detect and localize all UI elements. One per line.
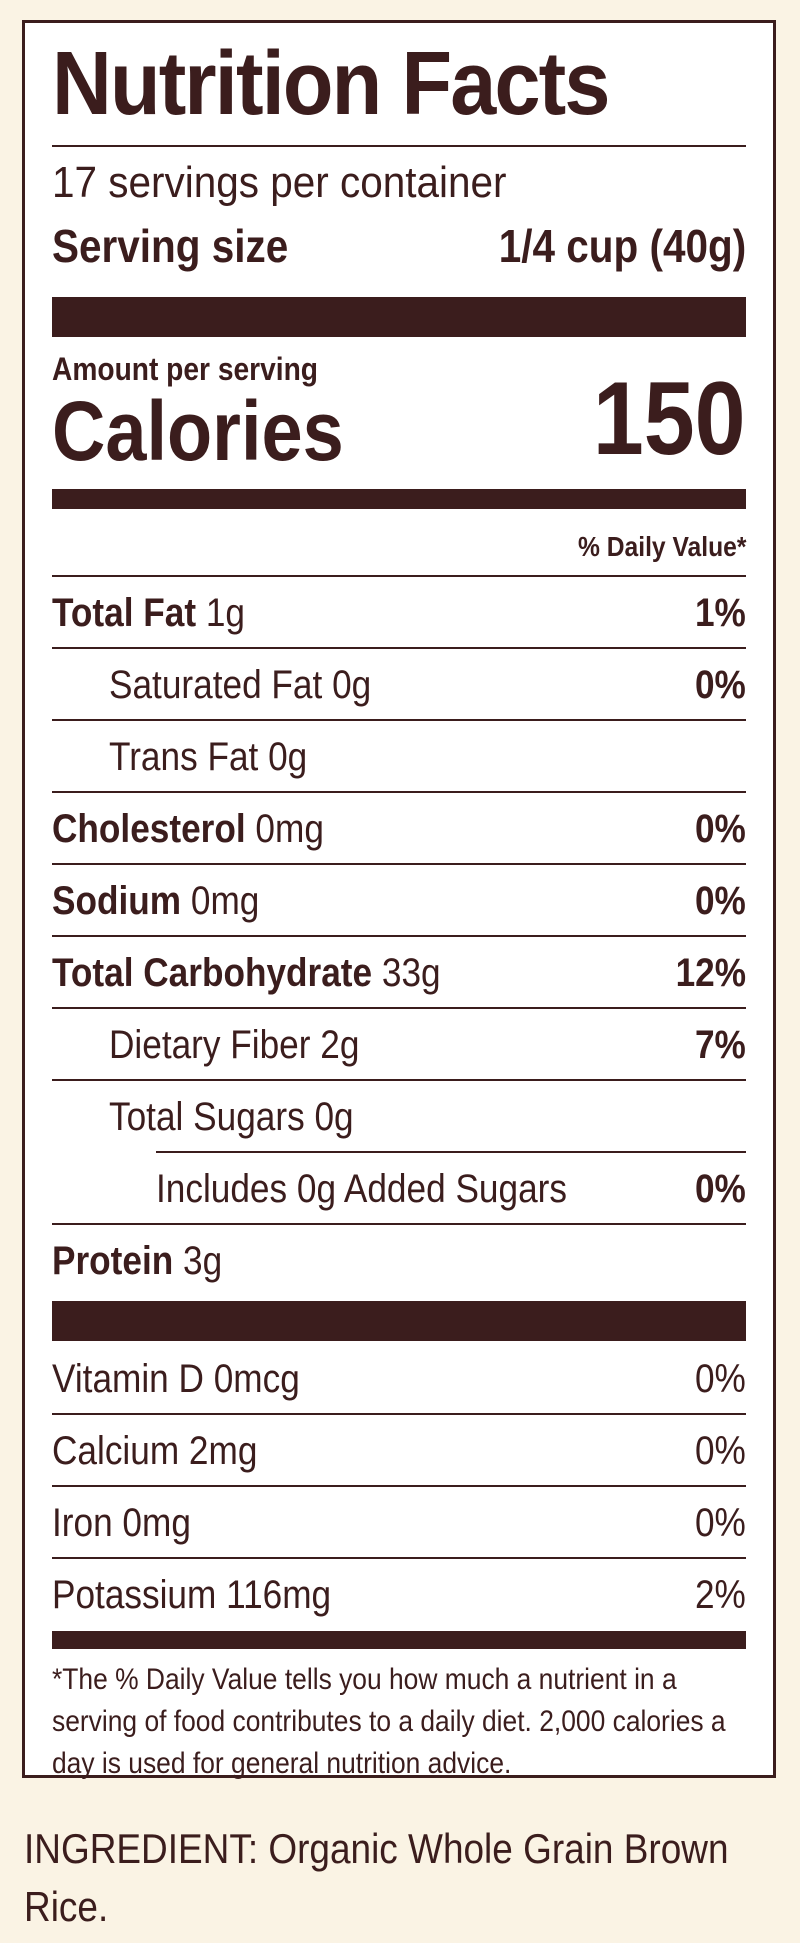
- nutrient-row-saturated-fat: Saturated Fat 0g 0%: [52, 649, 746, 721]
- thick-divider-serving: [52, 297, 746, 337]
- row-divider: [52, 1413, 746, 1415]
- daily-value-header: % Daily Value*: [577, 531, 746, 562]
- nutrition-facts-panel: Nutrition Facts 17 servings per containe…: [22, 20, 776, 1780]
- vitamin-name: Vitamin D 0mcg: [52, 1357, 300, 1401]
- nutrient-name: Total Sugars: [109, 1095, 305, 1139]
- ingredient-statement: INGREDIENT: Organic Whole Grain Brown Ri…: [24, 1825, 729, 1930]
- nutrient-row-cholesterol: Cholesterol 0mg 0%: [52, 793, 746, 865]
- nutrient-amount: 33g: [381, 951, 441, 995]
- vitamin-dv: 0%: [695, 1429, 746, 1473]
- nutrient-amount: 1g: [205, 591, 246, 635]
- daily-value-footnote: *The % Daily Value tells you how much a …: [52, 1663, 726, 1780]
- row-divider: [52, 791, 746, 793]
- nutrient-row-total-sugars: Total Sugars 0g: [52, 1081, 746, 1153]
- nutrient-row-trans-fat: Trans Fat 0g: [52, 721, 746, 793]
- nutrient-dv: 0%: [695, 663, 746, 707]
- vitamin-dv: 0%: [695, 1501, 746, 1545]
- nutrient-amount: 0mg: [255, 807, 324, 851]
- vitamin-name: Iron 0mg: [52, 1501, 191, 1545]
- vitamin-row-calcium: Calcium 2mg 0%: [52, 1415, 746, 1487]
- nutrient-dv: 1%: [695, 591, 746, 635]
- daily-value-divider: [52, 575, 746, 577]
- nutrient-amount: 0g: [314, 1095, 354, 1139]
- nutrient-amount: 0g: [268, 735, 308, 779]
- amount-per-serving: Amount per serving: [52, 351, 318, 387]
- nutrient-amount: 0g: [332, 663, 372, 707]
- row-divider: [52, 1485, 746, 1487]
- nutrient-name: Includes 0g Added Sugars: [156, 1167, 567, 1211]
- vitamin-row-vitamin-d: Vitamin D 0mcg 0%: [52, 1343, 746, 1415]
- vitamin-row-potassium: Potassium 116mg 2%: [52, 1559, 746, 1631]
- title-divider: [52, 145, 746, 147]
- nutrient-name: Trans Fat: [109, 735, 259, 779]
- nutrient-row-added-sugars: Includes 0g Added Sugars 0%: [52, 1153, 746, 1225]
- calories-label: Calories: [52, 384, 344, 478]
- nutrient-amount: 0mg: [190, 879, 260, 923]
- servings-per-container: 17 servings per container: [52, 158, 507, 207]
- row-divider: [52, 1079, 746, 1081]
- nutrition-facts-content: Nutrition Facts 17 servings per containe…: [52, 23, 746, 1780]
- nutrient-dv: 12%: [675, 951, 746, 995]
- nutrient-name: Total Fat: [52, 591, 197, 635]
- nutrient-row-total-carbohydrate: Total Carbohydrate 33g 12%: [52, 937, 746, 1009]
- serving-size-value: 1/4 cup (40g): [498, 220, 746, 272]
- label-title: Nutrition Facts: [52, 34, 610, 134]
- vitamin-dv: 2%: [695, 1573, 746, 1617]
- nutrient-name: Total Carbohydrate: [52, 951, 373, 995]
- nutrient-dv: 0%: [695, 1167, 746, 1211]
- nutrient-name: Saturated Fat: [109, 663, 323, 707]
- nutrient-name: Cholesterol: [52, 807, 246, 851]
- nutrient-row-dietary-fiber: Dietary Fiber 2g 7%: [52, 1009, 746, 1081]
- row-divider: [52, 719, 746, 721]
- nutrient-row-total-fat: Total Fat 1g 1%: [52, 577, 746, 649]
- nutrient-dv: 0%: [695, 879, 746, 923]
- nutrient-dv: 0%: [695, 807, 746, 851]
- vitamin-dv: 0%: [695, 1357, 746, 1401]
- calories-value: 150: [593, 361, 746, 477]
- medium-divider-footnote: [52, 1631, 746, 1649]
- nutrient-name: Protein: [52, 1239, 174, 1283]
- row-divider: [52, 647, 746, 649]
- row-divider-indented: [156, 1151, 746, 1153]
- nutrient-name: Dietary Fiber: [109, 1023, 311, 1067]
- nutrient-amount: 3g: [183, 1239, 223, 1283]
- row-divider: [52, 1557, 746, 1559]
- row-divider: [52, 1223, 746, 1225]
- medium-divider-calories: [52, 489, 746, 509]
- serving-size-label: Serving size: [52, 220, 289, 272]
- thick-divider-vitamins: [52, 1301, 746, 1341]
- nutrient-amount: 2g: [320, 1023, 360, 1067]
- nutrient-row-sodium: Sodium 0mg 0%: [52, 865, 746, 937]
- row-divider: [52, 935, 746, 937]
- nutrient-row-protein: Protein 3g: [52, 1225, 746, 1297]
- vitamin-name: Calcium 2mg: [52, 1429, 258, 1473]
- nutrient-dv: 7%: [695, 1023, 746, 1067]
- row-divider: [52, 1007, 746, 1009]
- vitamin-name: Potassium 116mg: [52, 1573, 332, 1617]
- row-divider: [52, 863, 746, 865]
- vitamin-row-iron: Iron 0mg 0%: [52, 1487, 746, 1559]
- nutrient-name: Sodium: [52, 879, 182, 923]
